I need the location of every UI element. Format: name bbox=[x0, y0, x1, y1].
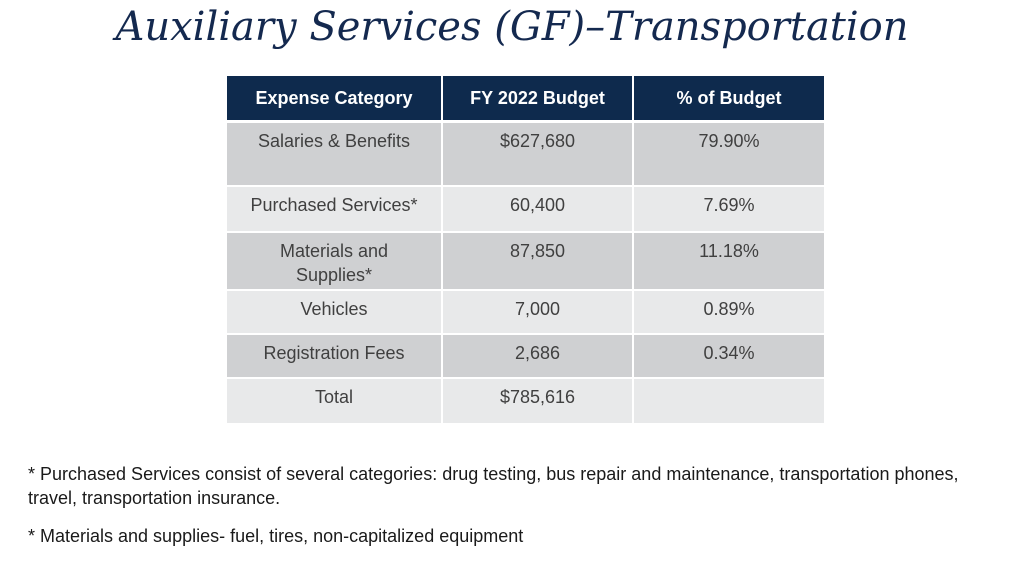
footnotes: * Purchased Services consist of several … bbox=[28, 462, 1008, 562]
table-row: Materials and Supplies* 87,850 11.18% bbox=[227, 231, 824, 291]
table-row: Salaries & Benefits $627,680 79.90% bbox=[227, 121, 824, 187]
table-row: Registration Fees 2,686 0.34% bbox=[227, 333, 824, 379]
cell-percent bbox=[633, 377, 824, 425]
cell-percent: 11.18% bbox=[633, 231, 824, 291]
table-header-row: Expense Category FY 2022 Budget % of Bud… bbox=[227, 76, 824, 123]
footnote-purchased-services: * Purchased Services consist of several … bbox=[28, 464, 959, 508]
cell-budget: 60,400 bbox=[442, 185, 634, 233]
table-row: Purchased Services* 60,400 7.69% bbox=[227, 185, 824, 233]
cell-percent: 0.34% bbox=[633, 333, 824, 379]
cell-budget: $627,680 bbox=[442, 121, 634, 187]
cell-percent: 0.89% bbox=[633, 289, 824, 335]
header-expense-category: Expense Category bbox=[227, 76, 443, 123]
slide-title: Auxiliary Services (GF)–Transportation bbox=[115, 4, 909, 50]
cell-category: Vehicles bbox=[227, 289, 443, 335]
cell-percent: 79.90% bbox=[633, 121, 824, 187]
header-percent-of-budget: % of Budget bbox=[633, 76, 824, 123]
cell-category: Materials and Supplies* bbox=[227, 231, 443, 291]
cell-percent: 7.69% bbox=[633, 185, 824, 233]
cell-budget: 7,000 bbox=[442, 289, 634, 335]
cell-budget: 87,850 bbox=[442, 231, 634, 291]
cell-category: Salaries & Benefits bbox=[227, 121, 443, 187]
cell-category: Registration Fees bbox=[227, 333, 443, 379]
cell-budget: $785,616 bbox=[442, 377, 634, 425]
cell-category: Purchased Services* bbox=[227, 185, 443, 233]
budget-table: Expense Category FY 2022 Budget % of Bud… bbox=[227, 76, 824, 425]
table-row: Vehicles 7,000 0.89% bbox=[227, 289, 824, 335]
cell-category: Total bbox=[227, 377, 443, 425]
table-row-total: Total $785,616 bbox=[227, 377, 824, 425]
footnote-materials-supplies: * Materials and supplies- fuel, tires, n… bbox=[28, 526, 524, 546]
cell-budget: 2,686 bbox=[442, 333, 634, 379]
header-fy-2022-budget: FY 2022 Budget bbox=[442, 76, 634, 123]
